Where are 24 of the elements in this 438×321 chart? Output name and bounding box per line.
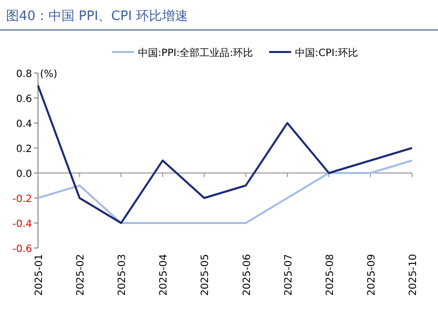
line-series bbox=[37, 160, 413, 224]
x-tick-label: 2025-01 bbox=[34, 254, 45, 296]
legend-label: 中国:CPI:环比 bbox=[295, 47, 358, 59]
x-tick-label: 2025-10 bbox=[408, 254, 419, 296]
y-tick-label: 0.2 bbox=[16, 144, 32, 155]
x-tick-label: 2025-06 bbox=[242, 254, 253, 296]
y-tick-label: -0.4 bbox=[12, 219, 32, 230]
x-tick-label: 2025-02 bbox=[76, 254, 87, 296]
y-tick-label: 0.0 bbox=[16, 169, 32, 180]
x-tick-label: 2025-07 bbox=[283, 254, 294, 296]
x-tick-label: 2025-08 bbox=[324, 254, 336, 296]
y-tick-label: 0.4 bbox=[16, 119, 32, 130]
x-tick-label: 2025-05 bbox=[200, 254, 212, 296]
x-tick-label: 2025-04 bbox=[158, 254, 170, 296]
y-tick-label: 0.6 bbox=[16, 94, 32, 105]
x-tick-label: 2025-03 bbox=[117, 254, 128, 296]
line-series bbox=[37, 84, 413, 224]
legend-label: 中国:PPI:全部工业品:环比 bbox=[138, 47, 254, 59]
chart-title: 图40：中国 PPI、CPI 环比增速 bbox=[6, 9, 188, 24]
y-axis-title: (%) bbox=[40, 69, 58, 80]
y-tick-label: -0.2 bbox=[12, 194, 32, 205]
x-tick-label: 2025-09 bbox=[366, 254, 378, 296]
y-tick-label: 0.8 bbox=[16, 69, 32, 80]
y-tick-label: -0.6 bbox=[12, 244, 32, 255]
